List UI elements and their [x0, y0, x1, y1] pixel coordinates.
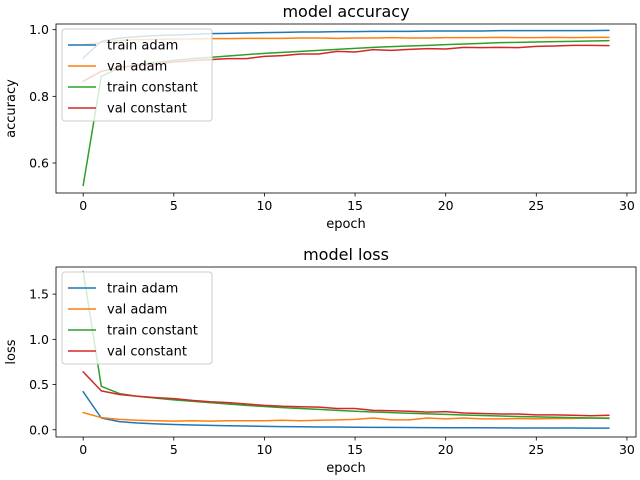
y-tick-label: 0.8	[29, 89, 49, 104]
legend: train adam val adam train constant val cons…	[61, 28, 213, 122]
y-tick-label: 1.0	[29, 22, 49, 37]
x-axis-label: epoch	[326, 461, 366, 476]
legend-label: val constant	[107, 345, 187, 360]
x-tick-label: 20	[438, 442, 454, 457]
y-tick-label: 0.0	[29, 422, 49, 437]
legend-label: train adam	[107, 39, 178, 54]
series-line-val-constant	[82, 370, 610, 417]
y-axis-label: accuracy	[4, 79, 19, 138]
series-lines	[82, 270, 610, 429]
legend-label: train adam	[107, 282, 178, 297]
accuracy-chart: model accuracy 0 5 10 15 20 25 30 0.6 0.8 1.0 epoch…	[4, 2, 637, 232]
legend-label: train constant	[107, 81, 198, 96]
axes-frame	[55, 266, 637, 438]
x-tick-label: 25	[528, 198, 544, 213]
x-tick-label: 20	[438, 198, 454, 213]
chart-title: model accuracy	[282, 2, 409, 21]
x-tick-label: 15	[347, 442, 363, 457]
legend-box	[61, 28, 213, 122]
x-tick-label: 15	[347, 198, 363, 213]
x-tick-label: 30	[619, 198, 635, 213]
x-tick-label: 10	[256, 442, 272, 457]
axes-frame	[55, 23, 637, 194]
legend-label: val adam	[107, 60, 167, 75]
x-tick-label: 5	[170, 198, 178, 213]
legend-label: val adam	[107, 303, 167, 318]
x-axis-label: epoch	[326, 217, 366, 232]
legend-label: train constant	[107, 324, 198, 339]
x-tick-label: 0	[79, 198, 87, 213]
series-line-train-adam	[82, 390, 610, 429]
legend-box	[61, 271, 213, 365]
series-line-val-adam	[82, 411, 610, 422]
y-tick-label: 0.6	[29, 156, 49, 171]
y-tick-label: 1.5	[29, 287, 49, 302]
x-tick-label: 30	[619, 442, 635, 457]
legend-label: val constant	[107, 102, 187, 117]
y-tick-label: 1.0	[29, 332, 49, 347]
x-tick-label: 5	[170, 442, 178, 457]
y-tick-label: 0.5	[29, 377, 49, 392]
y-axis-label: loss	[4, 339, 19, 364]
x-tick-label: 0	[79, 442, 87, 457]
loss-chart: model loss 0 5 10 15 20 25 30 0.0 0.5 1.0 1.5 epoch l…	[4, 245, 637, 476]
chart-title: model loss	[303, 245, 389, 264]
series-line-train-constant	[82, 270, 610, 420]
legend: train adam val adam train constant val cons…	[61, 271, 213, 365]
x-tick-label: 10	[256, 198, 272, 213]
x-tick-label: 25	[528, 442, 544, 457]
